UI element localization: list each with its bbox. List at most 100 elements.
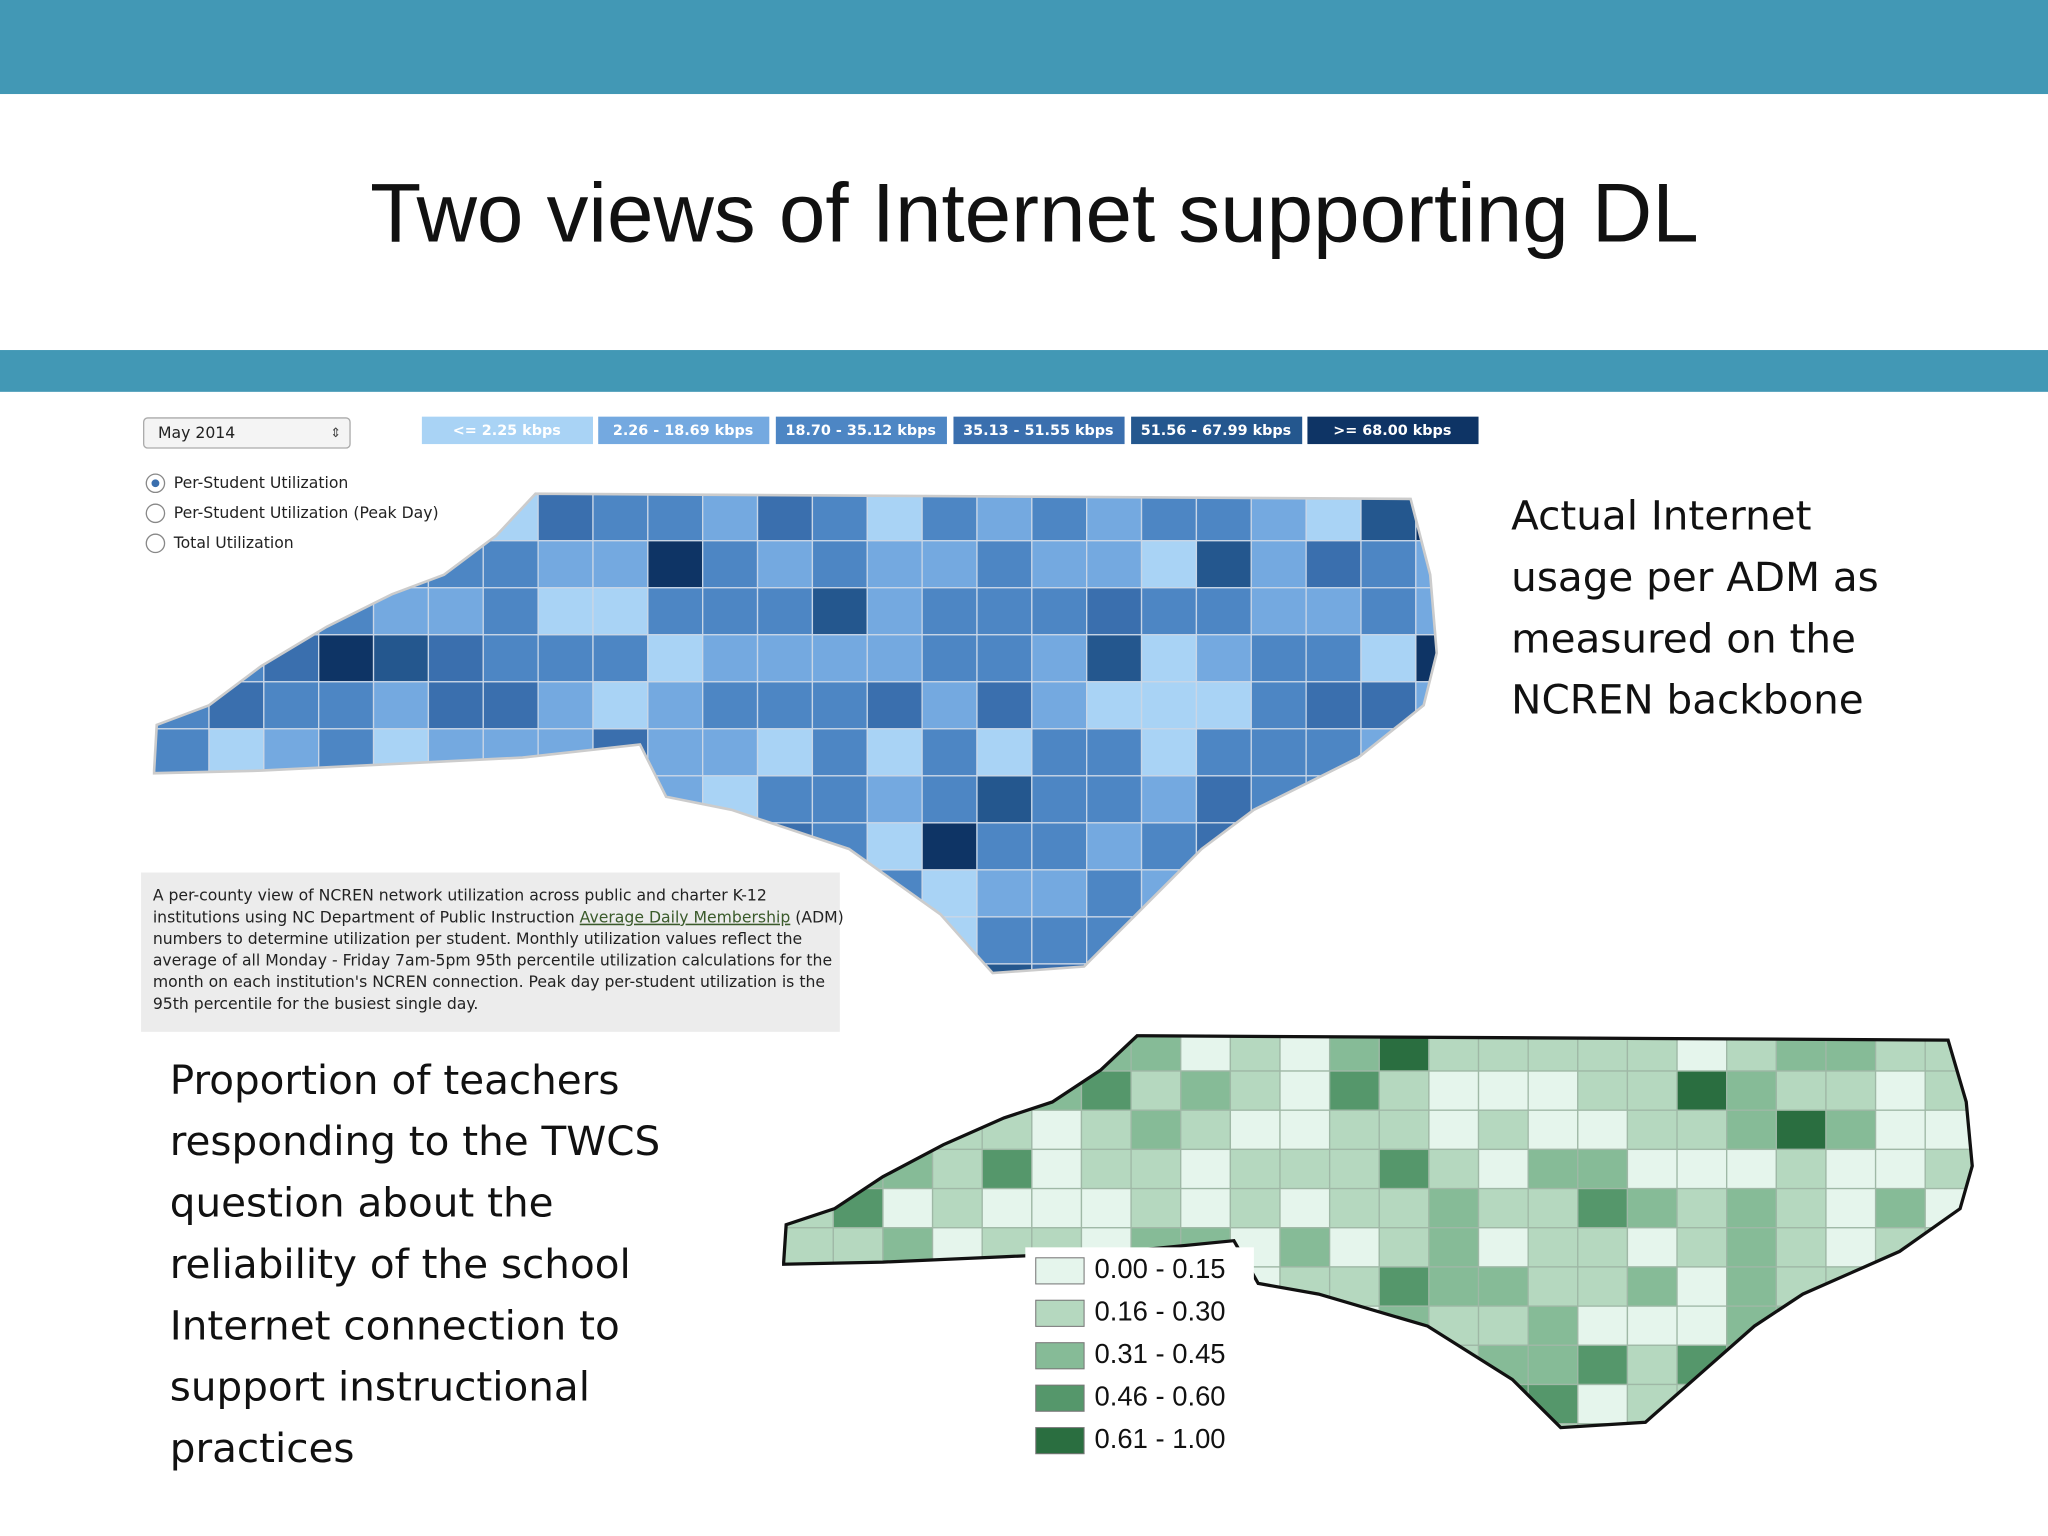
county (1975, 1110, 2025, 1149)
description-line: average of all Monday - Friday 7am-5pm 9… (153, 951, 832, 970)
county (1626, 1305, 1678, 1346)
county (1195, 775, 1252, 824)
county (427, 822, 484, 871)
caption-line: responding to the TWCS (170, 1117, 660, 1165)
county (931, 1423, 983, 1428)
county (756, 634, 814, 683)
county (1874, 1070, 1926, 1111)
county (1775, 1109, 1827, 1151)
county (1279, 1344, 1331, 1386)
county (1874, 1383, 1926, 1425)
county (1975, 1071, 2025, 1110)
county (372, 634, 430, 683)
county (1086, 493, 1143, 542)
radio-label: Per-Student Utilization (174, 473, 349, 492)
county (1527, 1109, 1579, 1151)
county (921, 634, 978, 683)
county (866, 775, 923, 824)
county (1140, 540, 1198, 589)
county (1031, 728, 1088, 777)
county (1676, 1187, 1728, 1229)
county (1726, 1148, 1777, 1190)
county (482, 540, 539, 589)
legend-swatch[interactable] (953, 416, 1125, 445)
county (1140, 587, 1198, 636)
month-select[interactable] (143, 417, 351, 449)
legend-swatch[interactable] (421, 416, 593, 445)
county (427, 775, 484, 824)
county (1328, 1187, 1380, 1229)
county (1676, 1383, 1728, 1425)
caption-line: practices (170, 1424, 355, 1472)
county (931, 1305, 983, 1346)
county (1031, 1148, 1083, 1190)
county (647, 681, 704, 730)
county (1874, 1109, 1926, 1151)
county (756, 540, 814, 589)
county (1775, 1383, 1827, 1425)
legend-swatch[interactable] (1131, 416, 1303, 445)
county (1775, 1187, 1827, 1229)
county (921, 963, 978, 974)
county (427, 540, 484, 589)
county (263, 681, 320, 730)
county (811, 728, 868, 777)
caption-line: Actual Internet (1511, 492, 1811, 540)
county (1195, 681, 1252, 730)
legend-swatch[interactable] (1307, 416, 1479, 445)
county (1415, 493, 1437, 542)
county (1031, 540, 1088, 589)
county (981, 1266, 1033, 1307)
caption-line: reliability of the school (170, 1240, 631, 1288)
county (832, 1383, 884, 1425)
county (318, 681, 375, 730)
radio-button[interactable] (145, 533, 166, 554)
county (1378, 1423, 1430, 1428)
county (1527, 1266, 1579, 1307)
county (1775, 1344, 1827, 1386)
county (1626, 1344, 1678, 1386)
county (1328, 1305, 1380, 1346)
county (1250, 869, 1307, 918)
county (1031, 916, 1088, 965)
county (1140, 916, 1198, 965)
county (976, 822, 1033, 871)
legend-label: >= 68.00 kbps (1333, 423, 1451, 439)
county (1428, 1266, 1480, 1307)
radio-button[interactable] (145, 503, 166, 524)
county (1279, 1383, 1331, 1425)
county (1676, 1148, 1728, 1190)
county (1140, 728, 1198, 777)
county (1031, 1035, 1083, 1072)
county (318, 822, 375, 871)
county (1250, 587, 1307, 636)
county (318, 540, 375, 589)
legend-swatch[interactable] (598, 416, 770, 445)
county (783, 1148, 834, 1190)
county (208, 822, 265, 871)
county (756, 728, 814, 777)
legend-swatch[interactable] (775, 416, 947, 445)
county (1825, 1423, 1877, 1428)
description-link[interactable]: Average Daily Membership (580, 907, 791, 926)
county (981, 1227, 1033, 1268)
county (832, 1035, 884, 1072)
county (1195, 728, 1252, 777)
county (811, 634, 868, 683)
slide-title: Two views of Internet supporting DL (370, 166, 1699, 260)
county (427, 681, 484, 730)
county (1626, 1148, 1678, 1190)
county (1975, 1424, 2025, 1463)
county (866, 869, 923, 918)
county (882, 1070, 934, 1111)
county (1874, 1344, 1926, 1386)
county (1924, 1227, 1973, 1268)
county (832, 1070, 884, 1111)
county (1086, 587, 1143, 636)
county (1328, 1227, 1380, 1268)
legend-label: 51.56 - 67.99 kbps (1141, 423, 1291, 439)
county (1825, 1344, 1877, 1386)
county (1279, 1070, 1331, 1111)
county (1195, 916, 1252, 965)
